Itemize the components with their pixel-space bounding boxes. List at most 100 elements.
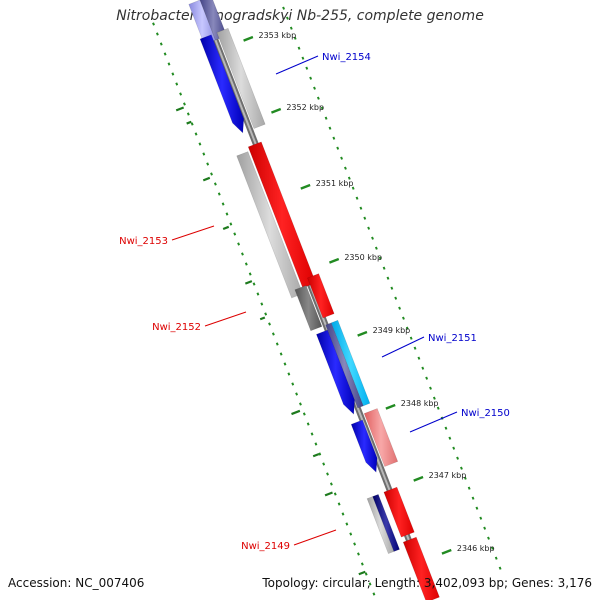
gc-dot-left [252, 282, 256, 286]
kbp-tick-label: 2353 kbp [259, 31, 297, 40]
gc-dot-right [344, 166, 347, 170]
gc-dot-right [320, 106, 324, 110]
gc-dot-right [483, 526, 487, 530]
gc-dot-right [448, 436, 452, 440]
gc-dot-left [260, 302, 264, 306]
gc-dot-right [289, 26, 293, 30]
gc-dash [186, 120, 192, 125]
gene-label[interactable]: Nwi_2153 [119, 236, 168, 247]
gc-dot-left [302, 412, 306, 416]
gc-dot-right [398, 306, 401, 310]
gc-dot-right [309, 76, 313, 80]
gc-dot-right [467, 486, 471, 490]
gene-block-nwi-2151[interactable] [316, 329, 355, 415]
gc-dot-left [368, 582, 372, 586]
gc-dot-left [237, 242, 241, 246]
gc-dot-left [268, 322, 271, 326]
gene-block-nwi-2154[interactable] [199, 34, 245, 134]
gc-dot-left [364, 572, 368, 576]
gc-dash [175, 106, 185, 112]
gc-dash [202, 176, 211, 182]
gc-dash [222, 225, 230, 231]
gc-dot-right [460, 466, 463, 470]
gc-dot-right [452, 446, 456, 450]
gene-block-nwi-2154-paralog[interactable] [216, 27, 266, 129]
gc-dot-left [221, 202, 225, 206]
gene-block-nwi-2150[interactable] [350, 419, 378, 473]
gc-dot-right [313, 86, 316, 90]
gc-dot-right [351, 186, 355, 190]
gc-dot-left [291, 382, 295, 386]
gc-dot-right [336, 146, 340, 150]
gene-block-nwi-2149[interactable] [383, 486, 415, 538]
gc-dot-left [171, 72, 175, 76]
gc-dot-right [402, 316, 405, 320]
gene-block-nwi-2152[interactable] [294, 285, 323, 332]
gene-block-next[interactable] [402, 536, 440, 600]
gc-dot-right [413, 346, 417, 350]
gc-dot-right [436, 406, 440, 410]
gc-dash [244, 280, 253, 285]
gc-dot-left [256, 292, 260, 296]
gene-block-nwi-2153-end[interactable] [307, 273, 335, 319]
gc-dot-left [322, 462, 326, 466]
gene-label[interactable]: Nwi_2149 [241, 541, 290, 552]
kbp-tick-label: 2350 kbp [344, 253, 382, 262]
gene-label[interactable]: Nwi_2154 [322, 52, 371, 63]
gc-dot-right [429, 386, 432, 390]
gc-dot-right [405, 326, 409, 330]
gc-dot-right [301, 56, 305, 60]
gene-features [188, 0, 440, 600]
gene-block-nwi-2151-c[interactable] [330, 319, 371, 407]
gc-dot-right [367, 226, 371, 230]
gc-dot-left [163, 52, 167, 56]
gc-dot-left [283, 362, 287, 366]
gc-dot-left [213, 182, 217, 186]
gene-label[interactable]: Nwi_2150 [461, 408, 510, 419]
gene-block-nwi-2150-b[interactable] [363, 408, 399, 467]
gc-dot-left [183, 102, 186, 106]
gene-label[interactable]: Nwi_2151 [428, 333, 477, 344]
gc-dot-left [306, 422, 310, 426]
kbp-tick-label: 2346 kbp [457, 544, 495, 553]
gc-dot-left [159, 42, 163, 46]
kbp-tick-label: 2348 kbp [401, 399, 439, 408]
gc-dot-left [179, 92, 183, 96]
gc-dot-left [202, 152, 206, 156]
gc-dot-left [271, 332, 275, 336]
gc-dot-right [432, 396, 436, 400]
gc-dot-left [299, 402, 302, 406]
gc-dot-left [167, 62, 171, 66]
gc-dot-left [360, 562, 364, 566]
gc-dot-right [332, 136, 336, 140]
gc-dot-left [329, 482, 333, 486]
gc-dot-left [206, 162, 210, 166]
gc-dot-right [490, 546, 494, 550]
gc-dash [358, 570, 366, 576]
kbp-tick-label: 2351 kbp [316, 179, 354, 188]
kbp-tick-label: 2352 kbp [286, 103, 324, 112]
accession-label: Accession: NC_007406 [8, 576, 145, 590]
kbp-tick-marks: 2353 kbp 2352 kbp 2351 kbp 2350 kbp 2349 kbp… [243, 31, 495, 555]
gc-dot-right [498, 566, 502, 570]
kbp-tick-label: 2349 kbp [373, 326, 411, 335]
gene-block-nwi-2149-b[interactable] [372, 493, 400, 552]
kbp-tick [300, 183, 311, 190]
gc-dot-left [345, 522, 349, 526]
gc-dot-right [390, 286, 394, 290]
gc-dot-left [190, 122, 194, 126]
gc-dot-right [316, 96, 320, 100]
gc-dot-right [374, 246, 378, 250]
gene-leader-line [275, 55, 319, 75]
kbp-tick [243, 35, 254, 42]
gc-dot-left [244, 262, 248, 266]
gc-dot-left [175, 82, 179, 86]
gene-leader-line [409, 411, 458, 433]
gc-dot-right [355, 196, 359, 200]
gene-label[interactable]: Nwi_2152 [152, 322, 201, 333]
genome-summary: Topology: circular; Length: 3,402,093 bp… [262, 576, 592, 590]
gc-dot-right [425, 376, 429, 380]
gc-dot-right [444, 426, 448, 430]
gc-dot-left [194, 132, 198, 136]
gc-dot-right [363, 216, 367, 220]
